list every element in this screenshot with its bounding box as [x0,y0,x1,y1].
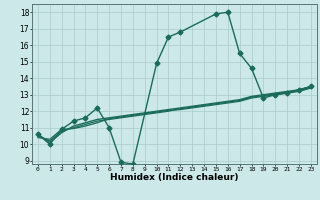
X-axis label: Humidex (Indice chaleur): Humidex (Indice chaleur) [110,173,239,182]
